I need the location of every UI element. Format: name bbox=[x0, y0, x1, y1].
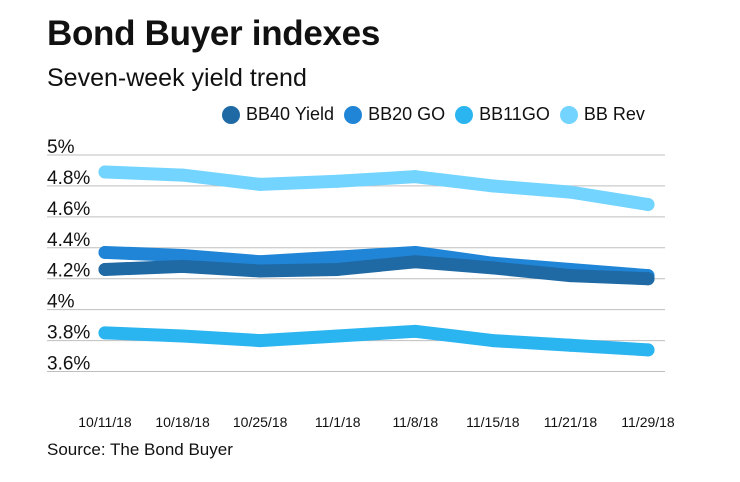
x-tick-label: 11/8/18 bbox=[392, 414, 438, 430]
data-point bbox=[408, 324, 422, 338]
legend-item-bb20: BB20 GO bbox=[344, 104, 445, 125]
legend-item-bb40: BB40 Yield bbox=[222, 104, 334, 125]
y-tick-label: 4.4% bbox=[47, 230, 90, 251]
series-line-bb11go bbox=[98, 324, 655, 357]
x-tick-label: 11/1/18 bbox=[315, 414, 361, 430]
y-tick-label: 3.8% bbox=[47, 323, 90, 344]
chart-title: Bond Buyer indexes bbox=[47, 14, 381, 53]
data-point bbox=[253, 334, 267, 348]
data-point bbox=[486, 334, 500, 348]
x-tick-label: 11/29/18 bbox=[621, 414, 675, 430]
x-tick-label: 10/18/18 bbox=[155, 414, 210, 430]
data-point bbox=[253, 177, 267, 191]
data-point bbox=[176, 259, 190, 273]
chart-subtitle: Seven-week yield trend bbox=[47, 64, 307, 92]
data-point bbox=[331, 174, 345, 188]
data-point bbox=[408, 255, 422, 269]
series-line-bb-rev bbox=[98, 165, 655, 211]
x-tick-label: 11/21/18 bbox=[544, 414, 598, 430]
data-point bbox=[408, 170, 422, 184]
data-point bbox=[563, 269, 577, 283]
legend-label-bb20: BB20 GO bbox=[368, 104, 446, 124]
data-point bbox=[641, 272, 655, 286]
data-point bbox=[253, 264, 267, 278]
legend-label-bbrev: BB Rev bbox=[583, 104, 645, 124]
data-point bbox=[98, 165, 112, 179]
data-point bbox=[176, 168, 190, 182]
series-line-bb40-yield bbox=[98, 255, 655, 286]
legend-item-bbrev: BB Rev bbox=[559, 104, 645, 125]
data-point bbox=[563, 185, 577, 199]
data-point bbox=[176, 329, 190, 343]
y-tick-label: 4.2% bbox=[47, 261, 90, 282]
data-point bbox=[641, 343, 655, 357]
chart-legend: BB40 Yield BB20 GO BB11GO BB Rev bbox=[222, 104, 655, 125]
data-point bbox=[331, 262, 345, 276]
legend-swatch-bb11 bbox=[455, 105, 474, 124]
data-point bbox=[331, 329, 345, 343]
data-point bbox=[563, 338, 577, 352]
y-tick-label: 4.6% bbox=[47, 199, 90, 220]
data-point bbox=[98, 262, 112, 276]
x-tick-label: 10/25/18 bbox=[233, 414, 288, 430]
data-point bbox=[98, 326, 112, 340]
y-tick-label: 3.6% bbox=[47, 354, 90, 375]
source-note: Source: The Bond Buyer bbox=[47, 440, 233, 459]
data-point bbox=[98, 245, 112, 259]
y-tick-label: 4% bbox=[47, 292, 75, 313]
data-point bbox=[486, 261, 500, 275]
data-point bbox=[641, 197, 655, 211]
y-tick-label: 5% bbox=[47, 137, 75, 158]
legend-swatch-bb20 bbox=[344, 105, 363, 124]
y-tick-label: 4.8% bbox=[47, 168, 90, 189]
legend-swatch-bbrev bbox=[559, 105, 578, 124]
data-point bbox=[331, 250, 345, 264]
legend-label-bb11: BB11GO bbox=[479, 104, 550, 124]
legend-swatch-bb40 bbox=[222, 105, 240, 124]
x-tick-label: 11/15/18 bbox=[466, 414, 520, 430]
data-point bbox=[176, 249, 190, 263]
x-tick-label: 10/11/18 bbox=[78, 414, 132, 430]
legend-item-bb11: BB11GO bbox=[455, 104, 550, 125]
legend-label-bb40: BB40 Yield bbox=[246, 104, 335, 124]
data-point bbox=[486, 179, 500, 193]
